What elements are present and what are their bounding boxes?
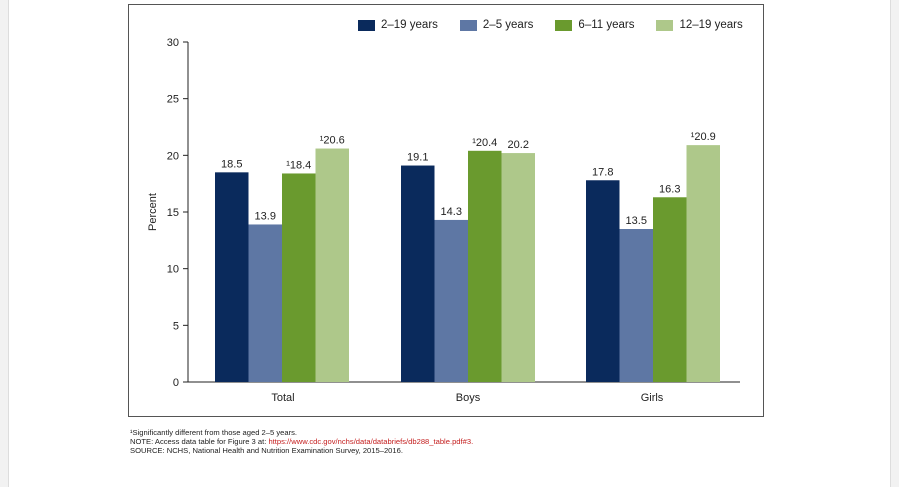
right-window-edge	[890, 0, 899, 487]
bar-value-label: 20.2	[508, 139, 529, 151]
left-window-edge	[0, 0, 9, 487]
y-tick-label: 30	[167, 37, 179, 49]
legend-swatch-6-11	[555, 19, 573, 31]
legend-swatch-12-19	[656, 19, 674, 31]
significance-footnote: ¹Significantly different from those aged…	[130, 428, 298, 437]
bar-value-label: 16.3	[659, 183, 680, 195]
chart-frame	[128, 4, 764, 417]
y-axis-title: Percent	[147, 193, 159, 231]
chart-legend: 2–19 years 2–5 years 6–11 years 12–19 ye…	[358, 19, 743, 31]
bar-boys-2	[468, 150, 502, 382]
bar-girls-2	[653, 197, 687, 382]
bar-value-label: 18.5	[221, 158, 242, 170]
legend-swatch-2-19	[358, 19, 375, 31]
y-tick-label: 10	[167, 264, 179, 276]
bar-value-label: 19.1	[407, 152, 428, 164]
data-table-link[interactable]: https://www.cdc.gov/nchs/data/databriefs…	[268, 437, 474, 447]
bar-value-label: 14.3	[441, 206, 462, 218]
bar-value-label: 13.5	[626, 215, 647, 227]
bar-girls-3	[686, 145, 720, 382]
x-category-label: Total	[271, 392, 294, 404]
legend-swatch-2-5	[459, 19, 477, 31]
legend-item-6-11: 6–11 years	[555, 19, 634, 31]
x-category-label: Girls	[641, 392, 664, 404]
legend-label-6-11: 6–11 years	[578, 19, 635, 31]
legend-label-2-19: 2–19 years	[381, 19, 438, 31]
bar-girls-1	[619, 229, 653, 382]
y-tick-label: 5	[173, 320, 179, 332]
y-tick-label: 0	[173, 377, 179, 389]
bar-value-label: 17.8	[592, 166, 613, 178]
bar-value-label: ¹20.9	[691, 131, 716, 143]
legend-label-2-5: 2–5 years	[482, 19, 534, 31]
bar-boys-1	[434, 219, 468, 382]
y-tick-label: 20	[167, 150, 179, 162]
bar-value-label: 13.9	[255, 210, 276, 222]
bar-total-1	[248, 224, 282, 382]
bar-girls-0	[586, 180, 620, 382]
legend-item-2-5: 2–5 years	[459, 19, 534, 31]
bar-total-0	[215, 172, 249, 382]
legend-item-2-19: 2–19 years	[358, 19, 438, 31]
legend-label-12-19: 12–19 years	[679, 19, 743, 31]
note-prefix: NOTE: Access data table for Figure 3 at:	[130, 437, 269, 447]
bar-boys-0	[401, 165, 435, 382]
bar-value-label: ¹20.4	[472, 137, 497, 149]
source-footnote: SOURCE: NCHS, National Health and Nutrit…	[130, 446, 403, 456]
x-category-label: Boys	[456, 392, 481, 404]
bar-boys-3	[501, 153, 535, 382]
bar-value-label: ¹20.6	[320, 135, 345, 147]
y-tick-label: 15	[167, 207, 179, 219]
legend-item-12-19: 12–19 years	[656, 19, 743, 31]
bar-total-3	[315, 148, 349, 382]
y-tick-label: 25	[167, 94, 179, 106]
bar-total-2	[282, 173, 316, 382]
note-footnote: NOTE: Access data table for Figure 3 at:…	[130, 437, 473, 446]
chart-footnotes: ¹Significantly different from those aged…	[130, 428, 473, 456]
bar-value-label: ¹18.4	[286, 159, 311, 171]
